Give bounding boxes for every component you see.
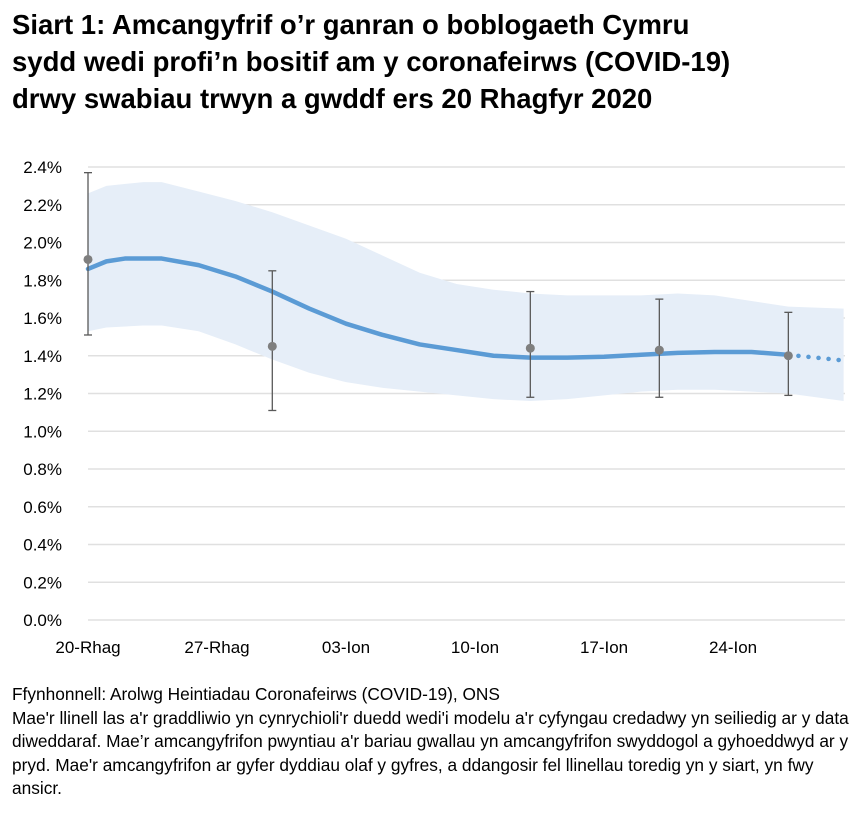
official-estimate-point bbox=[783, 351, 793, 361]
description-note: Mae'r llinell las a'r graddliwio yn cynr… bbox=[12, 707, 849, 799]
y-tick-label: 1.0% bbox=[23, 422, 62, 441]
title-line: sydd wedi profi’n bositif am y coronafei… bbox=[12, 46, 731, 77]
chart-title: Siart 1: Amcangyfrif o’r ganran o boblog… bbox=[12, 6, 852, 117]
official-estimate-point bbox=[654, 345, 664, 355]
y-tick-label: 2.2% bbox=[23, 196, 62, 215]
x-tick-label: 27-Rhag bbox=[184, 638, 249, 657]
title-line: drwy swabiau trwyn a gwddf ers 20 Rhagfy… bbox=[12, 83, 653, 114]
y-tick-label: 0.6% bbox=[23, 498, 62, 517]
title-line: Siart 1: Amcangyfrif o’r ganran o boblog… bbox=[12, 9, 690, 40]
x-tick-label: 24-Ion bbox=[709, 638, 757, 657]
y-tick-label: 1.8% bbox=[23, 271, 62, 290]
y-tick-label: 2.0% bbox=[23, 234, 62, 253]
modelled-trend-line bbox=[85, 256, 791, 360]
modelled-trend-dotted bbox=[786, 352, 846, 363]
x-tick-label: 03-Ion bbox=[322, 638, 370, 657]
chart-notes: Ffynhonnell: Arolwg Heintiadau Coronafei… bbox=[12, 683, 852, 801]
y-tick-label: 1.4% bbox=[23, 347, 62, 366]
y-tick-label: 0.4% bbox=[23, 536, 62, 555]
y-tick-label: 2.4% bbox=[23, 158, 62, 177]
x-tick-label: 17-Ion bbox=[580, 638, 628, 657]
y-tick-label: 1.6% bbox=[23, 309, 62, 328]
y-tick-label: 1.2% bbox=[23, 385, 62, 404]
official-estimate-point bbox=[267, 341, 277, 351]
y-tick-label: 0.0% bbox=[23, 611, 62, 630]
line-chart: 0.0% 0.2% 0.4% 0.6% 0.8% 1.0% 1.2% 1.4% 1.6% 1.8%… bbox=[23, 158, 846, 657]
y-tick-label: 0.2% bbox=[23, 573, 62, 592]
x-tick-label: 20-Rhag bbox=[55, 638, 120, 657]
official-estimate-point bbox=[525, 343, 535, 353]
official-estimate-point bbox=[83, 254, 93, 264]
credible-interval-band bbox=[88, 182, 844, 402]
x-tick-label: 10-Ion bbox=[451, 638, 499, 657]
source-note: Ffynhonnell: Arolwg Heintiadau Coronafei… bbox=[12, 684, 500, 704]
y-tick-label: 0.8% bbox=[23, 460, 62, 479]
